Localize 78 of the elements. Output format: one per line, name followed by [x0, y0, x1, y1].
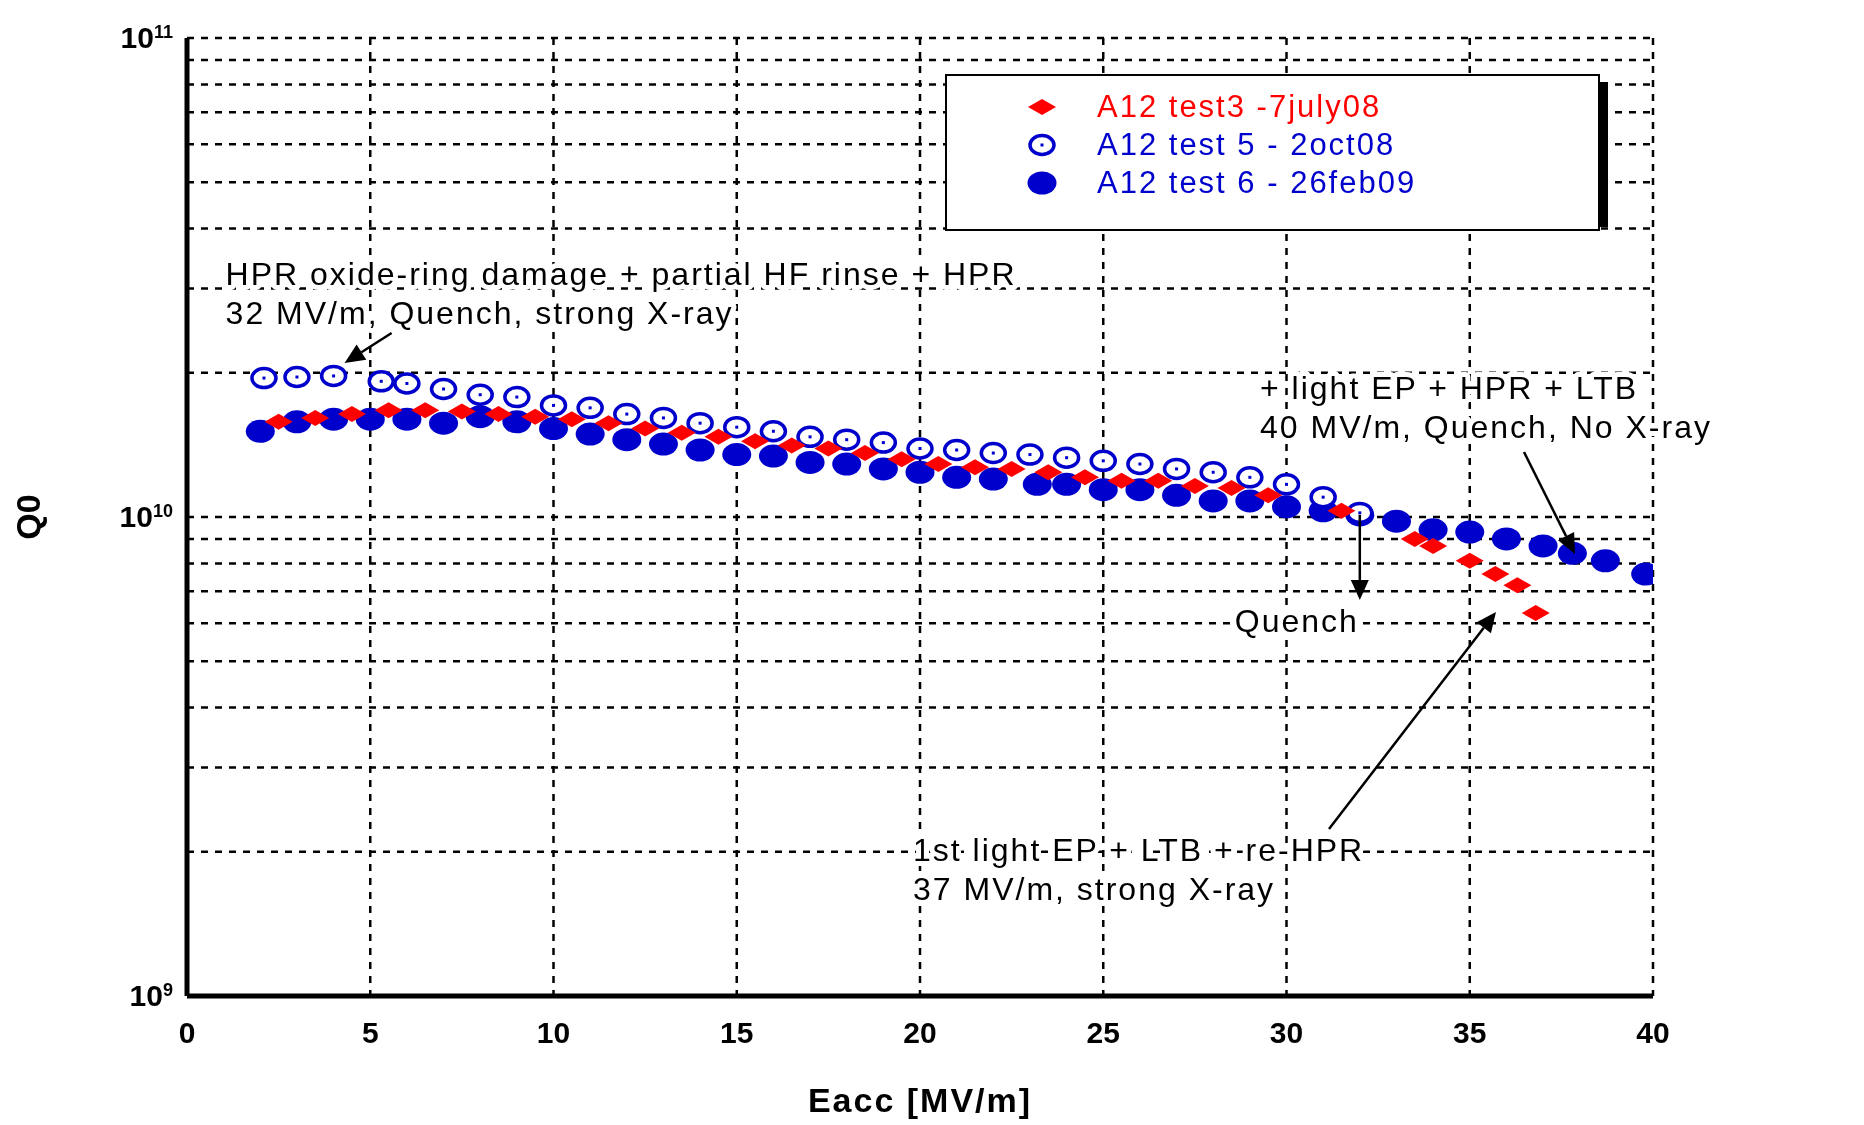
point: [1198, 489, 1228, 513]
point: [649, 406, 678, 430]
point: [466, 383, 494, 406]
point: [283, 365, 311, 389]
legend-label: A12 test 6 - 26feb09: [1097, 165, 1417, 201]
point: [393, 372, 421, 395]
point: [795, 450, 825, 474]
point: [503, 385, 531, 409]
point: [245, 419, 275, 443]
point: [539, 394, 568, 417]
x-tick-label: 20: [903, 1016, 937, 1050]
point: [576, 396, 604, 420]
point: [539, 417, 568, 441]
point: [869, 431, 898, 454]
point: [1455, 520, 1485, 544]
point: [942, 438, 971, 462]
point: [722, 443, 752, 467]
point: [1199, 461, 1227, 484]
point: [1235, 489, 1265, 513]
point: [1052, 446, 1081, 469]
point: [1236, 466, 1264, 489]
point: [1491, 527, 1521, 551]
point: [1016, 443, 1044, 466]
point: [613, 402, 641, 426]
point: [1022, 472, 1052, 496]
x-tick-label: 0: [178, 1016, 196, 1050]
point: [1381, 509, 1411, 533]
legend-label: A12 test3 -7july08: [1097, 89, 1382, 125]
x-tick-label: 35: [1453, 1016, 1487, 1050]
point: [648, 432, 678, 456]
point: [979, 441, 1008, 465]
point: [1418, 518, 1448, 542]
point: [758, 444, 788, 468]
point: [1089, 449, 1117, 473]
point: [868, 457, 898, 481]
x-tick-label: 5: [361, 1016, 379, 1050]
point: [1162, 457, 1191, 481]
point: [319, 364, 348, 388]
point: [575, 422, 605, 446]
point: [796, 425, 824, 449]
point: [1052, 472, 1082, 496]
annotation: + light EP + HPR + LTB 40 MV/m, Quench, No X-ray: [1260, 370, 1712, 445]
point: [1162, 483, 1192, 507]
point: [759, 420, 788, 443]
point: [392, 407, 422, 431]
point: [905, 460, 935, 484]
point: [723, 415, 751, 439]
x-axis-title: Eacc [MV/m]: [807, 1081, 1033, 1119]
point: [906, 437, 934, 460]
point: [612, 428, 642, 452]
y-tick-label: 10$^{11}$: [120, 21, 173, 54]
annotation: Quench: [1234, 602, 1359, 639]
point: [367, 370, 395, 393]
point: [429, 377, 458, 401]
x-tick-label: 30: [1269, 1016, 1304, 1050]
point: [250, 366, 278, 390]
x-tick-label: 40: [1636, 1016, 1670, 1050]
point: [1272, 495, 1301, 519]
legend-label: A12 test 5 - 2oct08: [1097, 127, 1396, 163]
point: [1126, 452, 1154, 476]
point: [686, 411, 714, 435]
y-tick-label: 10$^{10}$: [119, 500, 173, 533]
point: [832, 428, 861, 451]
x-tick-label: 25: [1086, 1016, 1120, 1050]
point: [1272, 473, 1301, 496]
point: [832, 452, 862, 476]
point: [685, 438, 715, 462]
point: [1590, 549, 1620, 573]
y-tick-label: 10$^{9}$: [129, 979, 173, 1012]
point: [1125, 478, 1155, 502]
y-axis-title: Q0: [9, 494, 48, 540]
point: [942, 465, 972, 489]
point: [429, 411, 459, 435]
point: [1528, 534, 1558, 558]
point: [978, 467, 1008, 491]
x-tick-label: 10: [536, 1016, 571, 1050]
x-tick-label: 15: [720, 1016, 754, 1050]
point: [1088, 478, 1118, 502]
